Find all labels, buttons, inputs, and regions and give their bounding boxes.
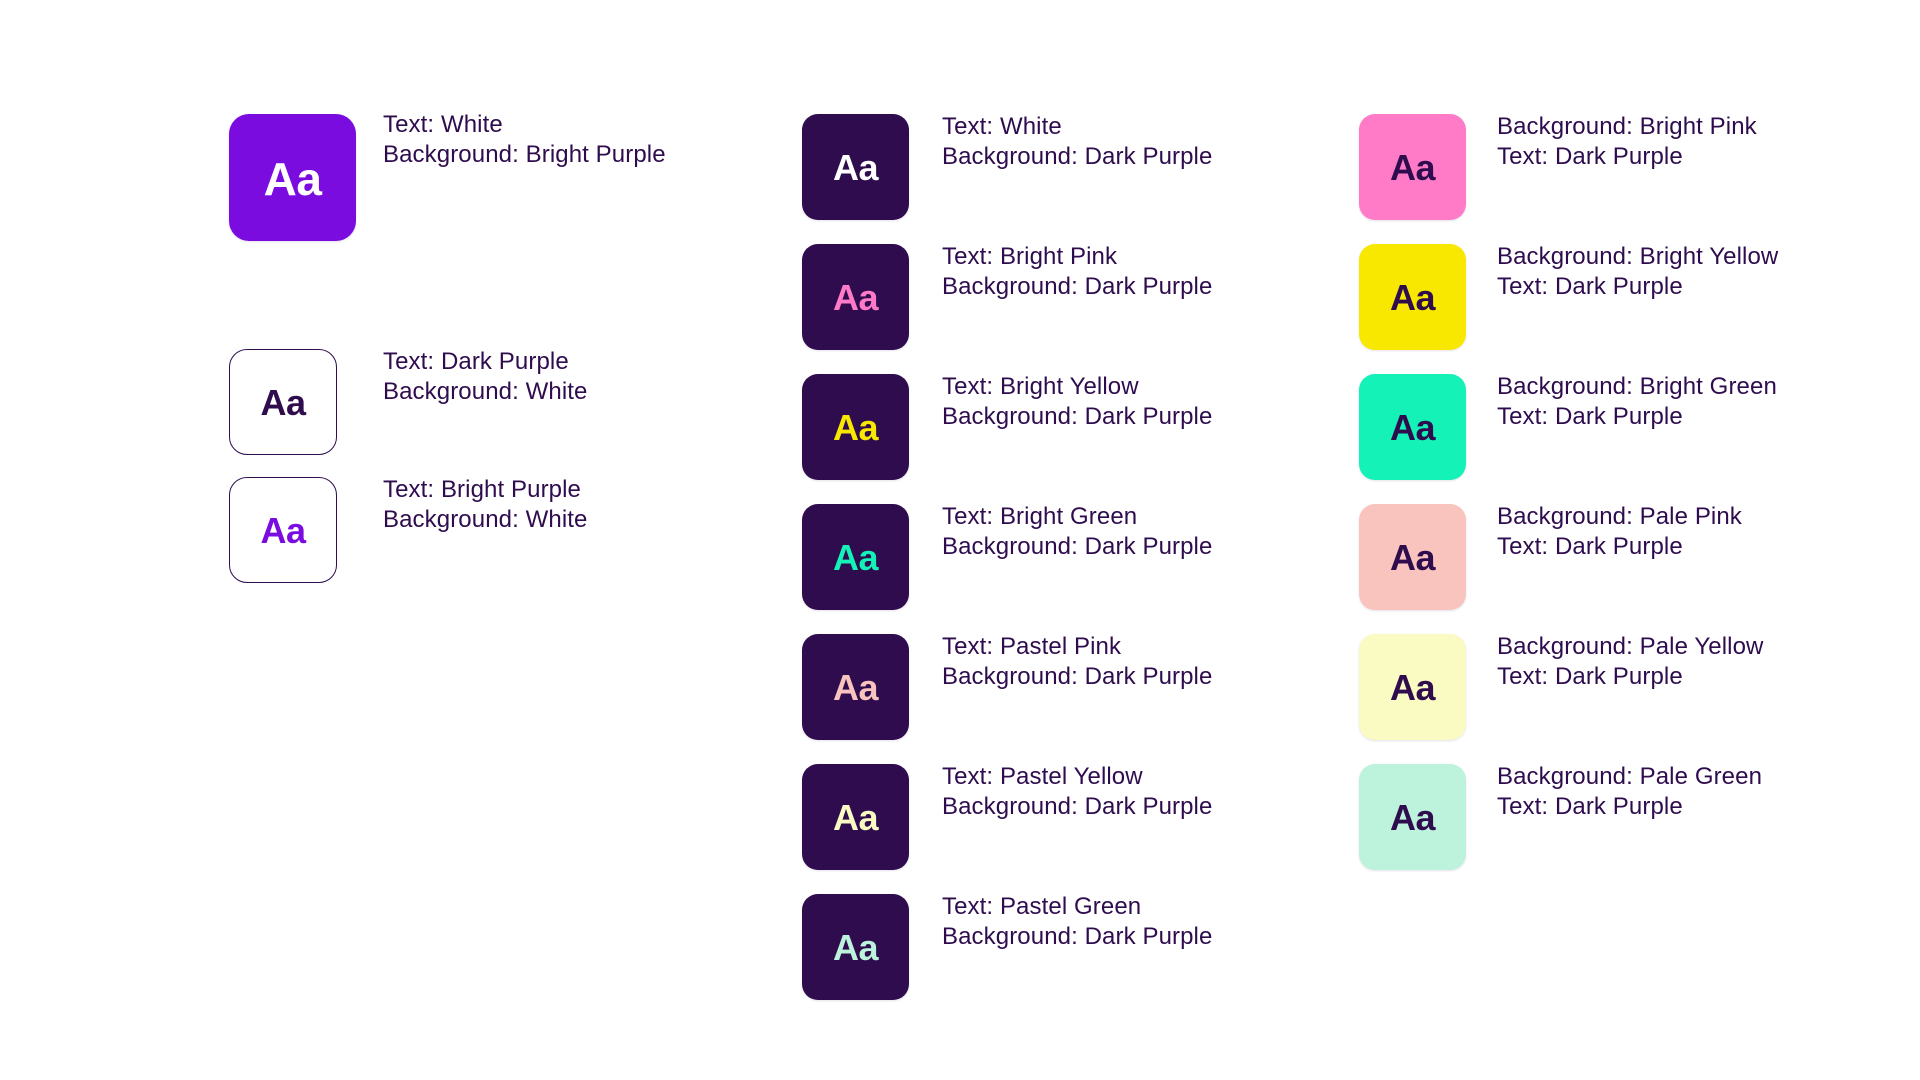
swatch-dark-purple-on-white: Aa (229, 349, 337, 455)
swatch-dark-purple-on-bright-pink: Aa (1359, 114, 1466, 220)
swatch-label: Background: Bright Pink Text: Dark Purpl… (1497, 112, 1757, 172)
swatch-dark-purple-on-bright-yellow: Aa (1359, 244, 1466, 350)
sample-text-bright-yellow: Aa (832, 407, 879, 448)
label-line-text: Text: Dark Purple (1497, 663, 1683, 690)
label-line-text: Text: Dark Purple (1497, 143, 1683, 170)
swatch-white-on-dark-purple: Aa (802, 114, 909, 220)
label-line-text: Text: Bright Pink (942, 243, 1118, 270)
label-line-background: Background: Pale Green (1497, 763, 1763, 790)
label-line-background: Background: Dark Purple (942, 533, 1213, 560)
swatch-label: Text: White Background: Dark Purple (942, 112, 1212, 172)
label-line-background: Background: Bright Pink (1497, 113, 1757, 140)
swatch-label: Background: Pale Green Text: Dark Purple (1497, 762, 1762, 822)
swatch-dark-purple-on-bright-green: Aa (1359, 374, 1466, 480)
sample-text-dark-purple: Aa (1389, 147, 1436, 188)
sample-text-white: Aa (832, 147, 879, 188)
swatch-dark-purple-on-pale-yellow: Aa (1359, 634, 1466, 740)
swatch-pastel-yellow-on-dark-purple: Aa (802, 764, 909, 870)
label-line-background: Background: Dark Purple (942, 923, 1213, 950)
sample-text-pastel-green: Aa (832, 927, 879, 968)
label-line-text: Text: Dark Purple (1497, 793, 1683, 820)
swatch-white-on-bright-purple: Aa (229, 114, 356, 241)
label-line-background: Background: Dark Purple (942, 793, 1213, 820)
sample-text-pastel-yellow: Aa (832, 797, 879, 838)
label-line-background: Background: Pale Yellow (1497, 633, 1764, 660)
label-line-text: Text: Dark Purple (1497, 533, 1683, 560)
swatch-label: Text: Bright Pink Background: Dark Purpl… (942, 242, 1212, 302)
label-line-background: Background: Dark Purple (942, 143, 1213, 170)
swatch-bright-pink-on-dark-purple: Aa (802, 244, 909, 350)
swatch-bright-green-on-dark-purple: Aa (802, 504, 909, 610)
swatch-label: Text: Bright Purple Background: White (383, 475, 587, 535)
label-line-text: Text: Dark Purple (1497, 273, 1683, 300)
swatch-label: Background: Pale Pink Text: Dark Purple (1497, 502, 1742, 562)
swatch-dark-purple-on-pale-green: Aa (1359, 764, 1466, 870)
swatch-label: Background: Pale Yellow Text: Dark Purpl… (1497, 632, 1764, 692)
swatch-label: Text: White Background: Bright Purple (383, 110, 666, 170)
label-line-background: Background: Dark Purple (942, 663, 1213, 690)
swatch-label: Background: Bright Yellow Text: Dark Pur… (1497, 242, 1778, 302)
swatch-label: Text: Bright Green Background: Dark Purp… (942, 502, 1212, 562)
label-line-background: Background: Dark Purple (942, 403, 1213, 430)
label-line-background: Background: White (383, 506, 588, 533)
sample-text-bright-purple: Aa (260, 510, 306, 551)
swatch-label: Text: Bright Yellow Background: Dark Pur… (942, 372, 1212, 432)
label-line-text: Text: Bright Yellow (942, 373, 1139, 400)
sample-text-bright-pink: Aa (832, 277, 879, 318)
swatch-label: Background: Bright Green Text: Dark Purp… (1497, 372, 1777, 432)
label-line-text: Text: White (383, 111, 503, 138)
swatch-bright-yellow-on-dark-purple: Aa (802, 374, 909, 480)
label-line-background: Background: Bright Purple (383, 141, 666, 168)
swatch-dark-purple-on-pale-pink: Aa (1359, 504, 1466, 610)
sample-text-white: Aa (263, 152, 322, 205)
sample-text-dark-purple: Aa (1389, 797, 1436, 838)
swatch-label: Text: Pastel Yellow Background: Dark Pur… (942, 762, 1212, 822)
label-line-background: Background: Dark Purple (942, 273, 1213, 300)
sample-text-dark-purple: Aa (1389, 277, 1436, 318)
label-line-text: Text: Bright Green (942, 503, 1138, 530)
sample-text-dark-purple: Aa (1389, 667, 1436, 708)
label-line-text: Text: Pastel Green (942, 893, 1142, 920)
label-line-text: Text: Pastel Yellow (942, 763, 1143, 790)
swatch-label: Text: Dark Purple Background: White (383, 347, 587, 407)
label-line-background: Background: Bright Yellow (1497, 243, 1779, 270)
label-line-text: Text: Dark Purple (383, 348, 569, 375)
swatch-label: Text: Pastel Green Background: Dark Purp… (942, 892, 1212, 952)
sample-text-dark-purple: Aa (1389, 407, 1436, 448)
label-line-background: Background: White (383, 378, 588, 405)
sample-text-pastel-pink: Aa (832, 667, 879, 708)
label-line-text: Text: Dark Purple (1497, 403, 1683, 430)
label-line-background: Background: Pale Pink (1497, 503, 1742, 530)
label-line-background: Background: Bright Green (1497, 373, 1777, 400)
swatch-pastel-pink-on-dark-purple: Aa (802, 634, 909, 740)
sample-text-dark-purple: Aa (260, 382, 306, 423)
swatch-bright-purple-on-white: Aa (229, 477, 337, 583)
swatch-pastel-green-on-dark-purple: Aa (802, 894, 909, 1000)
label-line-text: Text: Bright Purple (383, 476, 581, 503)
sample-text-bright-green: Aa (832, 537, 879, 578)
label-line-text: Text: White (942, 113, 1062, 140)
label-line-text: Text: Pastel Pink (942, 633, 1122, 660)
sample-text-dark-purple: Aa (1389, 537, 1436, 578)
swatch-label: Text: Pastel Pink Background: Dark Purpl… (942, 632, 1212, 692)
